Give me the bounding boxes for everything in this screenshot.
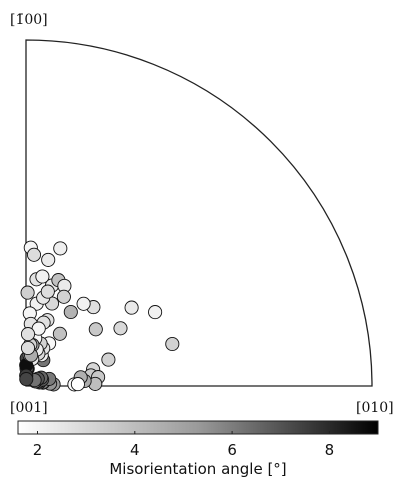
colorbar-tick-label-3: 6	[227, 441, 237, 459]
colorbar-ticks: 2 4 6 8	[33, 431, 334, 459]
data-point-69	[21, 328, 34, 341]
label-bottom-left-direction: [001]	[10, 400, 48, 416]
data-point-14	[71, 378, 84, 391]
data-point-5	[102, 353, 115, 366]
data-points	[20, 241, 179, 391]
data-point-29	[77, 297, 90, 310]
data-point-65	[21, 286, 34, 299]
colorbar	[18, 421, 378, 434]
data-point-64	[36, 270, 49, 283]
data-point-74	[42, 253, 55, 266]
data-point-30	[53, 327, 66, 340]
data-point-3	[125, 301, 138, 314]
colorbar-label: Misorientation angle [°]	[109, 460, 286, 478]
data-point-72	[54, 242, 67, 255]
stereographic-triangle-boundary	[26, 40, 372, 386]
colorbar-tick-label-1: 2	[33, 441, 43, 459]
data-point-53	[20, 373, 33, 386]
data-point-73	[41, 285, 54, 298]
data-point-4	[114, 322, 127, 335]
colorbar-tick-label-2: 4	[130, 441, 140, 459]
data-point-31	[64, 305, 77, 318]
data-point-1	[149, 306, 162, 319]
data-point-68	[21, 341, 34, 354]
label-top-direction: [1̄00]	[10, 12, 48, 28]
colorbar-tick-label-4: 8	[325, 441, 335, 459]
data-point-2	[166, 337, 179, 350]
data-point-71	[57, 290, 70, 303]
data-point-62	[27, 248, 40, 261]
data-point-27	[89, 323, 102, 336]
label-bottom-right-direction: [010]	[356, 400, 394, 416]
